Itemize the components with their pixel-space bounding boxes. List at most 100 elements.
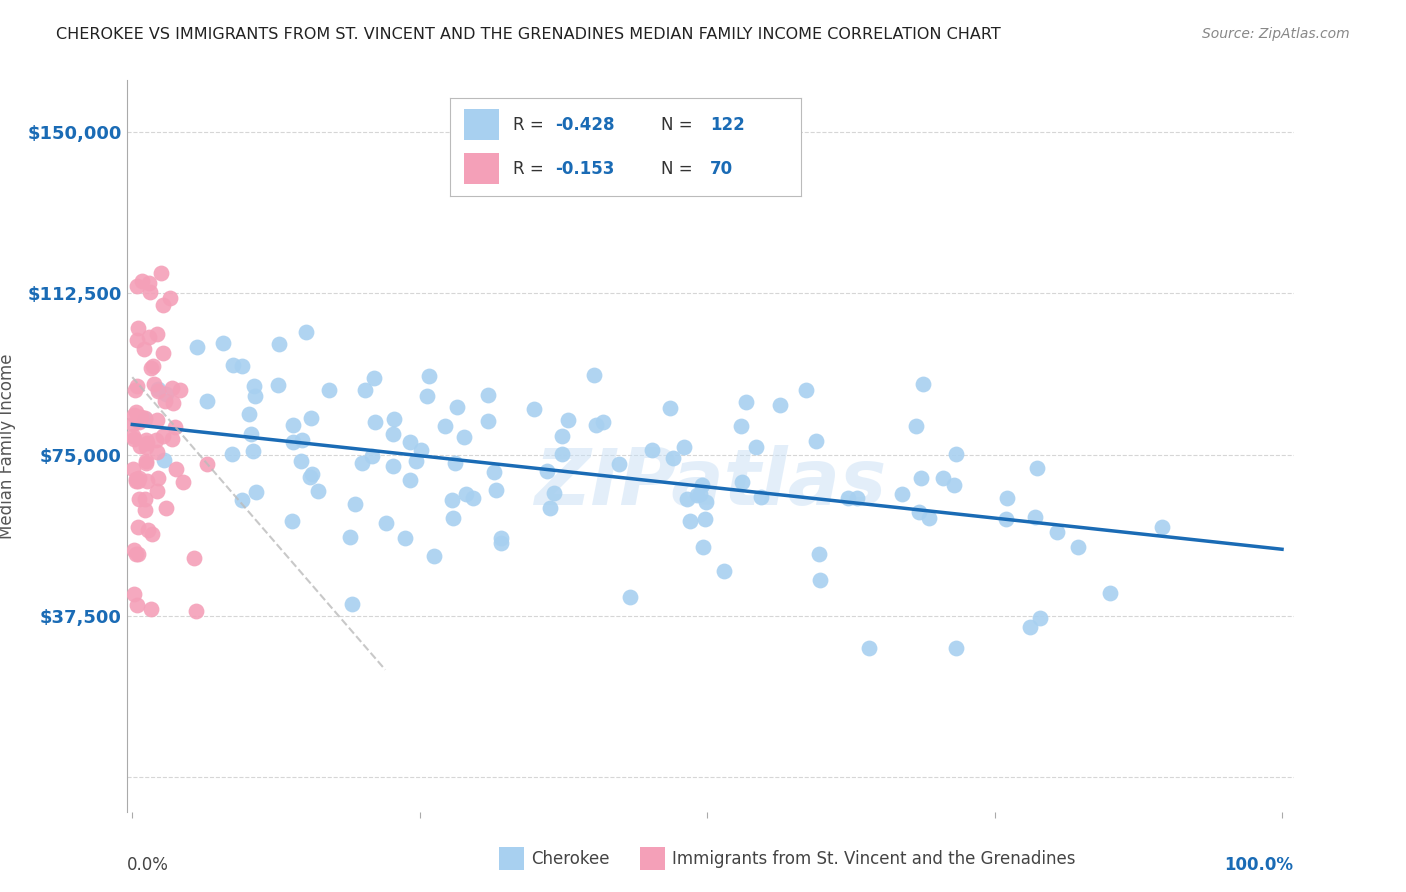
Point xyxy=(124,542,146,557)
Point xyxy=(239,426,262,441)
Point xyxy=(152,453,174,467)
Point xyxy=(398,434,420,449)
Point xyxy=(152,428,174,442)
Point xyxy=(155,393,177,408)
Point xyxy=(536,464,558,478)
Point xyxy=(129,409,152,424)
Text: 122: 122 xyxy=(710,116,745,134)
Point xyxy=(713,564,735,578)
Point xyxy=(995,491,1018,505)
Point xyxy=(291,433,314,447)
Point xyxy=(1026,460,1049,475)
Point xyxy=(543,486,565,500)
Point xyxy=(690,478,713,492)
Point xyxy=(731,475,754,490)
Point xyxy=(128,440,150,454)
Point xyxy=(538,500,561,515)
Text: Immigrants from St. Vincent and the Grenadines: Immigrants from St. Vincent and the Gren… xyxy=(672,850,1076,868)
Point xyxy=(245,484,267,499)
Point xyxy=(169,383,191,397)
Point xyxy=(454,487,477,501)
Point xyxy=(122,432,145,446)
Text: 100.0%: 100.0% xyxy=(1225,855,1294,873)
Y-axis label: Median Family Income: Median Family Income xyxy=(0,353,17,539)
Point xyxy=(463,491,485,506)
Point xyxy=(440,492,463,507)
Point xyxy=(592,415,614,429)
Point xyxy=(1098,586,1121,600)
Point xyxy=(183,551,205,566)
Point xyxy=(231,492,253,507)
Point xyxy=(266,378,288,392)
Point xyxy=(794,383,817,397)
Point xyxy=(318,384,340,398)
Point xyxy=(807,547,830,561)
Point xyxy=(134,411,156,425)
Point xyxy=(139,285,162,299)
Point xyxy=(382,412,405,426)
Point xyxy=(127,472,149,486)
Point xyxy=(135,441,157,455)
Point xyxy=(127,599,149,613)
Point xyxy=(1028,611,1050,625)
Point xyxy=(125,473,148,487)
Text: N =: N = xyxy=(661,116,697,134)
Point xyxy=(222,358,245,372)
Point xyxy=(160,432,183,446)
Point xyxy=(619,591,641,605)
Point xyxy=(238,407,260,421)
Point xyxy=(163,420,186,434)
Point xyxy=(155,387,177,401)
Point xyxy=(145,445,167,459)
Point xyxy=(125,547,148,561)
Point xyxy=(212,336,235,351)
Point xyxy=(361,449,384,463)
Point xyxy=(523,401,546,416)
Point xyxy=(398,473,420,487)
Point xyxy=(945,447,967,461)
Point xyxy=(155,500,177,515)
Point xyxy=(231,359,253,373)
Point xyxy=(127,474,149,488)
Point xyxy=(585,418,607,433)
Point xyxy=(122,587,145,601)
Point xyxy=(837,491,859,506)
Point xyxy=(152,298,174,312)
Point xyxy=(730,418,752,433)
Point xyxy=(134,410,156,425)
Point xyxy=(477,414,499,428)
Point xyxy=(769,398,792,412)
Point xyxy=(405,454,427,468)
Point xyxy=(125,333,148,347)
Point xyxy=(932,471,955,485)
Point xyxy=(695,512,717,526)
Point xyxy=(485,483,508,498)
Point xyxy=(299,470,322,484)
Point xyxy=(141,526,163,541)
Point xyxy=(342,597,364,611)
Point xyxy=(242,378,264,392)
Point xyxy=(661,451,683,466)
Text: ZIPatlas: ZIPatlas xyxy=(534,444,886,521)
Text: 0.0%: 0.0% xyxy=(127,855,169,873)
Point xyxy=(160,381,183,395)
Point xyxy=(138,276,160,290)
Point xyxy=(433,418,456,433)
Point xyxy=(339,530,361,544)
Point xyxy=(749,490,772,504)
Point xyxy=(134,342,156,356)
Point xyxy=(146,384,169,398)
Point xyxy=(128,471,150,485)
Point xyxy=(162,396,184,410)
Point xyxy=(142,359,165,373)
Text: -0.428: -0.428 xyxy=(555,116,614,134)
Point xyxy=(145,483,167,498)
Point xyxy=(804,434,827,448)
Point xyxy=(557,413,579,427)
Point xyxy=(128,415,150,429)
Point xyxy=(582,368,605,382)
Point xyxy=(891,487,914,501)
Point xyxy=(482,465,505,479)
Point xyxy=(186,341,208,355)
Point xyxy=(607,457,630,471)
